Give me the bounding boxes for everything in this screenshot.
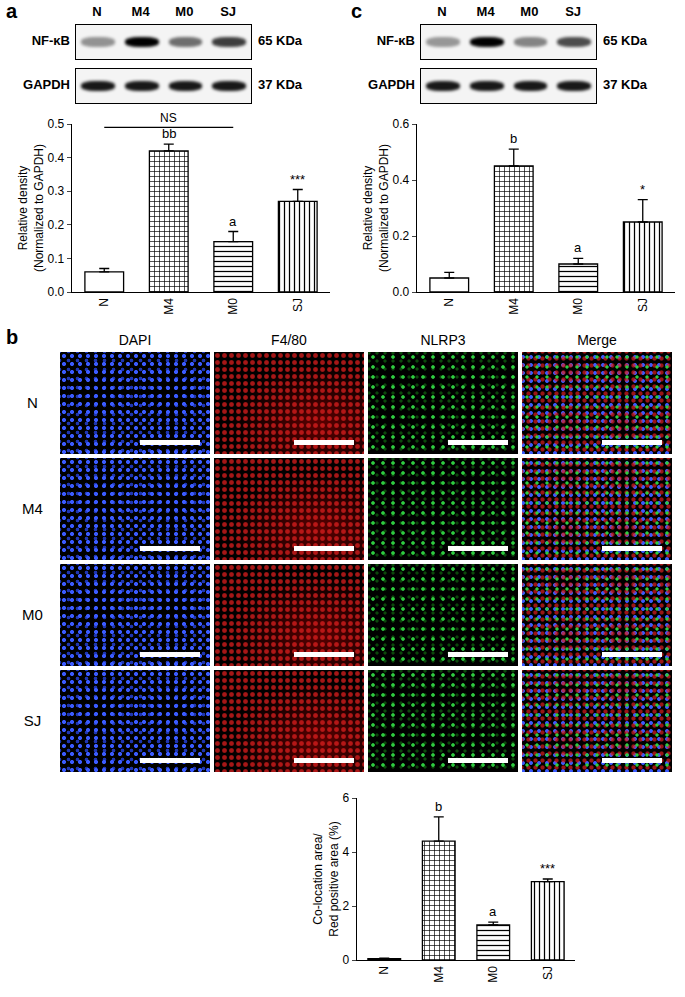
svg-text:*: *	[640, 182, 645, 197]
html-text:SJ: SJ	[565, 4, 582, 19]
svg-text:M4: M4	[162, 298, 176, 315]
svg-text:a: a	[229, 214, 237, 229]
svg-text:0.3: 0.3	[48, 184, 65, 198]
svg-text:Co-location area/Red positive: Co-location area/Red positive area (%)	[311, 821, 341, 936]
html-text:a: a	[6, 0, 18, 22]
svg-text:M0: M0	[571, 298, 585, 315]
html-text:GAPDH: GAPDH	[23, 77, 70, 92]
svg-text:N: N	[97, 298, 111, 307]
svg-text:M0: M0	[486, 966, 500, 983]
svg-text:0.0: 0.0	[48, 285, 65, 299]
svg-text:***: ***	[540, 861, 555, 876]
html-text:NLRP3: NLRP3	[420, 332, 466, 348]
html-text:M4: M4	[22, 500, 43, 517]
html-text:GAPDH: GAPDH	[368, 77, 415, 92]
html-text:65 KDa: 65 KDa	[603, 33, 648, 48]
svg-text:0.2: 0.2	[393, 229, 410, 243]
html-text:NF-κB: NF-κB	[376, 33, 415, 48]
svg-text:0.4: 0.4	[393, 173, 410, 187]
html-text:F4/80: F4/80	[271, 332, 307, 348]
html-text:c: c	[351, 0, 363, 22]
html-text:M0: M0	[520, 4, 539, 19]
html-text:65 KDa: 65 KDa	[258, 33, 303, 48]
svg-text:N: N	[377, 966, 391, 975]
svg-text:2: 2	[343, 899, 350, 913]
html-text:b: b	[6, 326, 19, 348]
html-text:DAPI: DAPI	[118, 332, 152, 348]
html-text:N: N	[437, 4, 447, 19]
svg-text:***: ***	[290, 172, 305, 187]
svg-text:M4: M4	[432, 966, 446, 983]
svg-text:b: b	[435, 799, 442, 814]
html-text:Merge: Merge	[577, 332, 617, 348]
svg-text:Relative density(Normalized to: Relative density(Normalized to GAPDH)	[361, 144, 391, 272]
svg-text:M0: M0	[226, 298, 240, 315]
svg-text:a: a	[574, 240, 582, 255]
svg-text:SJ: SJ	[636, 298, 650, 312]
html-text:SJ: SJ	[220, 4, 237, 19]
svg-text:a: a	[489, 904, 497, 919]
svg-text:M4: M4	[507, 298, 521, 315]
svg-text:0.2: 0.2	[48, 218, 65, 232]
html-text:SJ: SJ	[23, 712, 42, 729]
svg-text:0.5: 0.5	[48, 117, 65, 131]
svg-text:b: b	[510, 131, 517, 146]
html-text:M4: M4	[476, 4, 495, 19]
html-text:NF-κB: NF-κB	[31, 33, 70, 48]
svg-text:NS: NS	[160, 111, 177, 125]
svg-text:0.6: 0.6	[393, 117, 410, 131]
svg-text:0: 0	[343, 953, 350, 967]
svg-text:0.1: 0.1	[48, 252, 65, 266]
html-text:M0: M0	[22, 606, 43, 623]
html-text:M0: M0	[175, 4, 194, 19]
svg-text:SJ: SJ	[541, 966, 555, 980]
svg-text:SJ: SJ	[291, 298, 305, 312]
svg-text:N: N	[442, 298, 456, 307]
svg-text:0.4: 0.4	[48, 151, 65, 165]
html-text:M4: M4	[131, 4, 150, 19]
html-text:37 KDa: 37 KDa	[603, 77, 648, 92]
html-text:N: N	[92, 4, 102, 19]
svg-text:4: 4	[343, 845, 350, 859]
svg-text:bb: bb	[162, 126, 176, 141]
html-text:37 KDa: 37 KDa	[258, 77, 303, 92]
svg-text:Relative density(Normalized to: Relative density(Normalized to GAPDH)	[16, 144, 46, 272]
svg-text:0.0: 0.0	[393, 285, 410, 299]
svg-text:6: 6	[343, 791, 350, 805]
html-text:N: N	[27, 394, 38, 411]
